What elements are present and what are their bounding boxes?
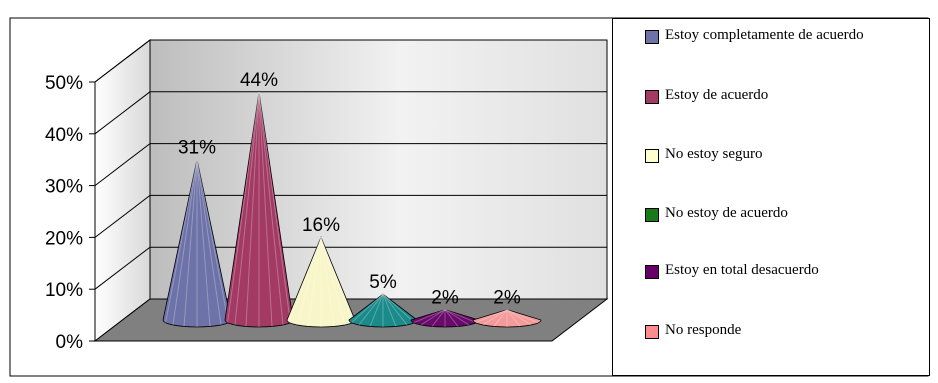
gridline: [94, 143, 607, 186]
cone-facet: [482, 309, 508, 326]
y-tick-label: 0%: [56, 332, 84, 353]
cone-facet: [382, 293, 408, 326]
cone-facet: [420, 309, 446, 326]
cone-facet: [444, 309, 470, 326]
cone-facet: [382, 293, 415, 324]
data-label: 2%: [431, 288, 459, 309]
cone-facet: [196, 159, 211, 327]
legend-swatch: [645, 149, 659, 163]
cone-facet: [320, 236, 353, 323]
data-label: 5%: [369, 272, 397, 293]
cone-facet: [431, 309, 446, 327]
legend-item: No estoy de acuerdo: [613, 204, 929, 228]
cone-facet: [358, 293, 384, 326]
cone: [162, 159, 232, 328]
cone-facet: [172, 159, 198, 326]
legend-item: No estoy seguro: [613, 145, 929, 169]
side-wall: [94, 38, 151, 343]
cone-facet: [165, 159, 198, 323]
cone-facet: [296, 236, 322, 326]
cone-facet: [369, 293, 384, 327]
cone: [348, 293, 418, 328]
cone-body: [472, 309, 542, 328]
cone-facet: [506, 309, 521, 327]
cone-facet: [196, 159, 229, 323]
legend-item: No responde: [613, 321, 929, 345]
y-tick-label: 20%: [45, 228, 83, 249]
gridline: [94, 246, 607, 290]
cone-facet: [475, 309, 508, 324]
y-tick-label: 40%: [45, 125, 83, 146]
cone-facet: [382, 293, 397, 327]
cone-facet: [245, 92, 260, 327]
legend-item: Estoy de acuerdo: [613, 86, 929, 110]
plot-area: 0% 10% 20% 30% 40% 50% 31% 44% 16% 5% 2% 2%: [45, 38, 609, 353]
legend: Estoy completamente de acuerdo Estoy de a…: [612, 18, 930, 376]
data-label: 31%: [178, 137, 216, 158]
cone-facet: [320, 237, 335, 327]
legend-swatch: [645, 30, 659, 44]
cone: [472, 309, 542, 328]
legend-label: Estoy completamente de acuerdo: [665, 27, 864, 43]
cone-facet: [506, 309, 539, 324]
cone-facet: [289, 236, 322, 323]
y-tick-label: 50%: [45, 73, 83, 94]
cone-facet: [351, 293, 384, 324]
cone-facet: [413, 309, 446, 324]
data-label: 2%: [493, 288, 521, 309]
legend-label: Estoy en total desacuerdo: [665, 262, 819, 278]
cone: [224, 92, 294, 328]
cone-facet: [444, 309, 477, 324]
cone-facet: [183, 159, 198, 327]
cone-facet: [258, 92, 273, 327]
legend-label: No responde: [665, 322, 742, 338]
cone-facet: [320, 236, 346, 326]
gridline: [94, 91, 607, 135]
cone: [286, 236, 356, 328]
legend-swatch: [645, 325, 659, 339]
cone-facet: [506, 309, 532, 326]
cone-facet: [258, 92, 284, 326]
cone-facet: [196, 159, 222, 326]
data-label: 16%: [302, 215, 340, 236]
cone-facet: [258, 92, 291, 323]
legend-label: No estoy seguro: [665, 146, 763, 162]
legend-label: Estoy de acuerdo: [665, 87, 769, 103]
legend-item: Estoy en total desacuerdo: [613, 261, 929, 285]
legend-item: Estoy completamente de acuerdo: [613, 26, 929, 50]
gridline: [94, 194, 607, 238]
cone-facet: [227, 92, 260, 323]
cone-facet: [234, 92, 260, 326]
y-tick-label: 10%: [45, 280, 83, 301]
data-label: 44%: [240, 70, 278, 91]
cone-facet: [493, 309, 508, 327]
y-tick-label: 30%: [45, 177, 83, 198]
legend-swatch: [645, 90, 659, 104]
gridline: [94, 39, 607, 83]
legend-swatch: [645, 208, 659, 222]
legend-swatch: [645, 265, 659, 279]
cone-facet: [307, 237, 322, 327]
legend-label: No estoy de acuerdo: [665, 205, 788, 221]
cone-facet: [444, 309, 459, 327]
